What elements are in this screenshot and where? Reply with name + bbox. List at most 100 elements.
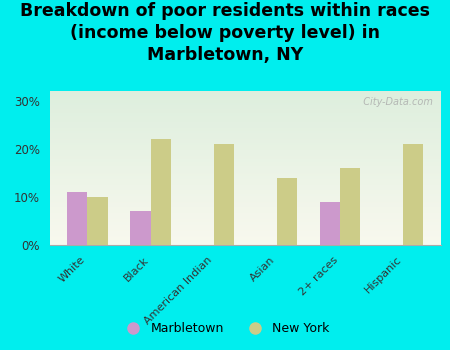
- Bar: [50, 114, 441, 116]
- Bar: [50, 199, 441, 200]
- Bar: [67, 192, 87, 245]
- Bar: [50, 176, 441, 177]
- Bar: [214, 144, 234, 245]
- Bar: [50, 122, 441, 123]
- Bar: [50, 156, 441, 157]
- Bar: [50, 160, 441, 162]
- Bar: [50, 220, 441, 222]
- Bar: [50, 137, 441, 139]
- Bar: [50, 151, 441, 153]
- Bar: [50, 153, 441, 154]
- Bar: [50, 179, 441, 180]
- Bar: [50, 171, 441, 173]
- Bar: [320, 202, 340, 245]
- Bar: [50, 233, 441, 234]
- Bar: [50, 217, 441, 219]
- Bar: [50, 228, 441, 230]
- Bar: [50, 210, 441, 211]
- Bar: [50, 139, 441, 140]
- Bar: [50, 183, 441, 185]
- Bar: [50, 197, 441, 199]
- Bar: [50, 106, 441, 108]
- Bar: [50, 174, 441, 176]
- Bar: [50, 187, 441, 188]
- Bar: [50, 205, 441, 206]
- Bar: [50, 242, 441, 244]
- Bar: [50, 130, 441, 131]
- Bar: [50, 196, 441, 197]
- Bar: [50, 239, 441, 240]
- Bar: [50, 92, 441, 94]
- Bar: [50, 206, 441, 208]
- Bar: [50, 190, 441, 191]
- Bar: [50, 128, 441, 130]
- Bar: [50, 173, 441, 174]
- Bar: [50, 136, 441, 137]
- Bar: [87, 197, 108, 245]
- Bar: [50, 131, 441, 133]
- Bar: [151, 139, 171, 245]
- Bar: [50, 226, 441, 228]
- Bar: [277, 178, 297, 245]
- Text: Breakdown of poor residents within races
(income below poverty level) in
Marblet: Breakdown of poor residents within races…: [20, 2, 430, 64]
- Bar: [50, 110, 441, 111]
- Bar: [130, 211, 151, 245]
- Bar: [50, 234, 441, 236]
- Bar: [50, 203, 441, 205]
- Bar: [50, 145, 441, 146]
- Bar: [50, 216, 441, 217]
- Bar: [50, 237, 441, 239]
- Bar: [50, 154, 441, 156]
- Bar: [50, 191, 441, 193]
- Bar: [50, 113, 441, 114]
- Bar: [50, 165, 441, 167]
- Bar: [50, 99, 441, 100]
- Bar: [50, 133, 441, 134]
- Bar: [50, 125, 441, 126]
- Bar: [50, 116, 441, 117]
- Bar: [50, 162, 441, 163]
- Legend: Marbletown, New York: Marbletown, New York: [115, 317, 335, 340]
- Bar: [50, 111, 441, 113]
- Bar: [50, 134, 441, 136]
- Bar: [50, 126, 441, 128]
- Bar: [50, 97, 441, 99]
- Bar: [50, 240, 441, 242]
- Bar: [50, 163, 441, 165]
- Bar: [50, 223, 441, 225]
- Bar: [50, 219, 441, 220]
- Bar: [50, 213, 441, 214]
- Bar: [50, 119, 441, 120]
- Text: City-Data.com: City-Data.com: [357, 97, 433, 107]
- Bar: [50, 120, 441, 122]
- Bar: [340, 168, 360, 245]
- Bar: [50, 231, 441, 233]
- Bar: [50, 91, 441, 92]
- Bar: [50, 102, 441, 103]
- Bar: [50, 230, 441, 231]
- Bar: [50, 182, 441, 183]
- Bar: [50, 211, 441, 213]
- Bar: [50, 142, 441, 143]
- Bar: [50, 140, 441, 142]
- Bar: [403, 144, 423, 245]
- Bar: [50, 157, 441, 159]
- Bar: [50, 193, 441, 194]
- Bar: [50, 105, 441, 106]
- Bar: [50, 225, 441, 226]
- Bar: [50, 222, 441, 223]
- Bar: [50, 168, 441, 169]
- Bar: [50, 148, 441, 149]
- Bar: [50, 188, 441, 190]
- Bar: [50, 159, 441, 160]
- Bar: [50, 185, 441, 187]
- Bar: [50, 100, 441, 102]
- Bar: [50, 167, 441, 168]
- Bar: [50, 103, 441, 105]
- Bar: [50, 200, 441, 202]
- Bar: [50, 144, 441, 145]
- Bar: [50, 244, 441, 245]
- Bar: [50, 149, 441, 151]
- Bar: [50, 117, 441, 119]
- Bar: [50, 108, 441, 110]
